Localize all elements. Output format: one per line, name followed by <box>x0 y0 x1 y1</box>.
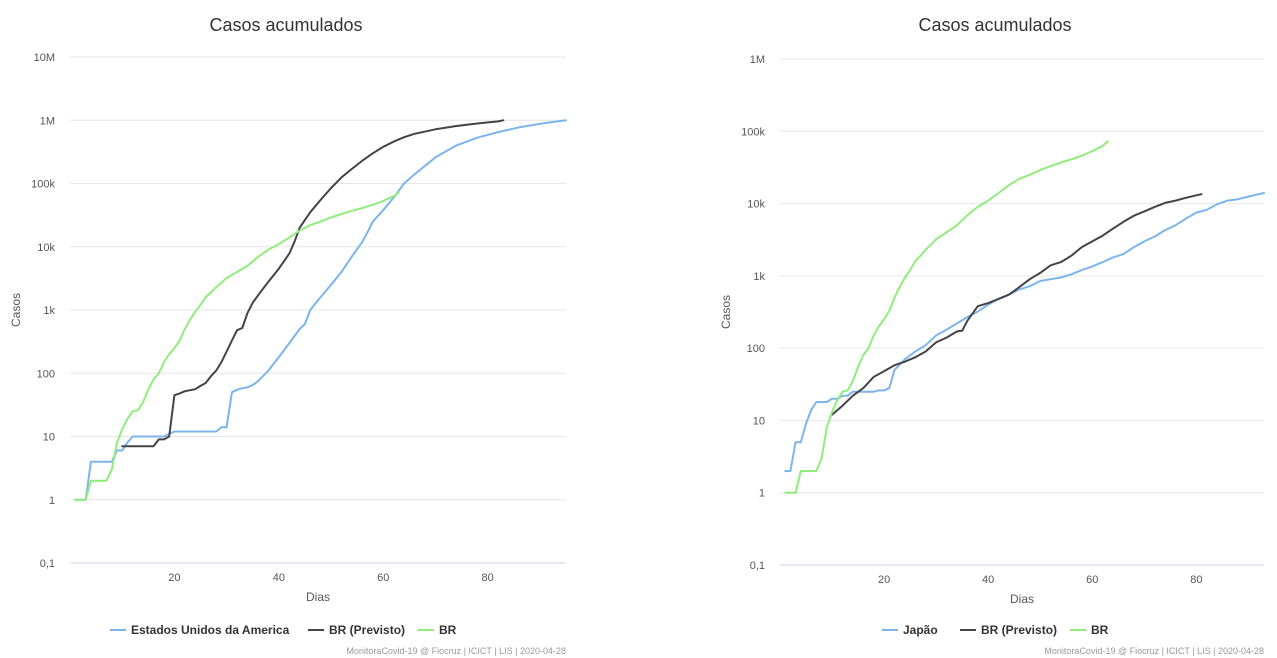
y-tick-label: 100k <box>31 179 55 191</box>
y-tick-label: 1 <box>759 488 765 500</box>
legend-label: BR <box>439 623 457 637</box>
x-tick-label: 40 <box>982 574 994 586</box>
series-line-japao <box>784 192 1265 472</box>
x-tick-label: 20 <box>168 572 180 584</box>
y-tick-label: 100 <box>747 343 765 355</box>
x-tick-label: 80 <box>482 572 494 584</box>
legend-label: BR (Previsto) <box>981 623 1057 637</box>
series-line-estados-unidos-da-america <box>74 119 567 501</box>
y-tick-label: 1M <box>750 54 765 66</box>
y-tick-label: 1 <box>49 495 55 507</box>
legend-label: Japão <box>903 623 938 637</box>
y-tick-label: 10k <box>747 199 765 211</box>
legend-item-br-previsto: BR (Previsto) <box>308 623 405 637</box>
y-tick-label: 100k <box>741 126 765 138</box>
x-tick-label: 20 <box>878 574 890 586</box>
chart-credits: MonitoraCovid-19 @ Fiocruz | ICICT | LIS… <box>1044 646 1264 656</box>
chart-left: Casos acumulados 0,1 1 10 100 1k 10k 100k 1M 10M 2… <box>9 15 567 656</box>
y-tick-label: 0,1 <box>40 558 55 570</box>
legend-item-br: BR <box>418 623 457 637</box>
legend-label: BR <box>1091 623 1109 637</box>
y-tick-label: 10 <box>753 415 765 427</box>
y-tick-label: 1k <box>43 305 55 317</box>
y-tick-label: 10k <box>37 242 55 254</box>
legend-item-br: BR <box>1070 623 1109 637</box>
y-tick-label: 0,1 <box>750 560 765 572</box>
series-line-br <box>784 140 1109 494</box>
chart-right: Casos acumulados 0,1 1 10 100 1k 10k 100k 1M 20 40… <box>719 15 1265 656</box>
legend-item-japao: Japão <box>882 623 938 637</box>
series-line-br <box>74 191 400 501</box>
legend-item-br-previsto: BR (Previsto) <box>960 623 1057 637</box>
series-line-br-previsto <box>831 193 1203 416</box>
y-tick-label: 10 <box>43 432 55 444</box>
x-tick-label: 80 <box>1190 574 1202 586</box>
legend-item-estados-unidos-da-america: Estados Unidos da America <box>110 623 290 637</box>
y-tick-label: 1k <box>753 271 765 283</box>
chart-credits: MonitoraCovid-19 @ Fiocruz | ICICT | LIS… <box>346 646 566 656</box>
x-tick-label: 60 <box>377 572 389 584</box>
legend-label: BR (Previsto) <box>329 623 405 637</box>
y-axis-title: Casos <box>719 295 733 329</box>
x-axis-title: Dias <box>1010 592 1034 606</box>
x-tick-label: 40 <box>273 572 285 584</box>
chart-panel-left: Casos acumulados 0,1 1 10 100 1k 10k 100k 1M 10M 2… <box>0 0 600 658</box>
y-tick-label: 100 <box>37 368 55 380</box>
chart-title: Casos acumulados <box>918 15 1071 35</box>
x-tick-label: 60 <box>1086 574 1098 586</box>
x-axis-title: Dias <box>306 590 330 604</box>
series-line-br-previsto <box>121 119 505 448</box>
legend-label: Estados Unidos da America <box>131 623 290 637</box>
y-tick-label: 1M <box>40 115 55 127</box>
y-axis-title: Casos <box>9 293 23 327</box>
y-tick-label: 10M <box>34 52 55 64</box>
chart-panel-right: Casos acumulados 0,1 1 10 100 1k 10k 100k 1M 20 40… <box>700 0 1277 658</box>
chart-title: Casos acumulados <box>209 15 362 35</box>
